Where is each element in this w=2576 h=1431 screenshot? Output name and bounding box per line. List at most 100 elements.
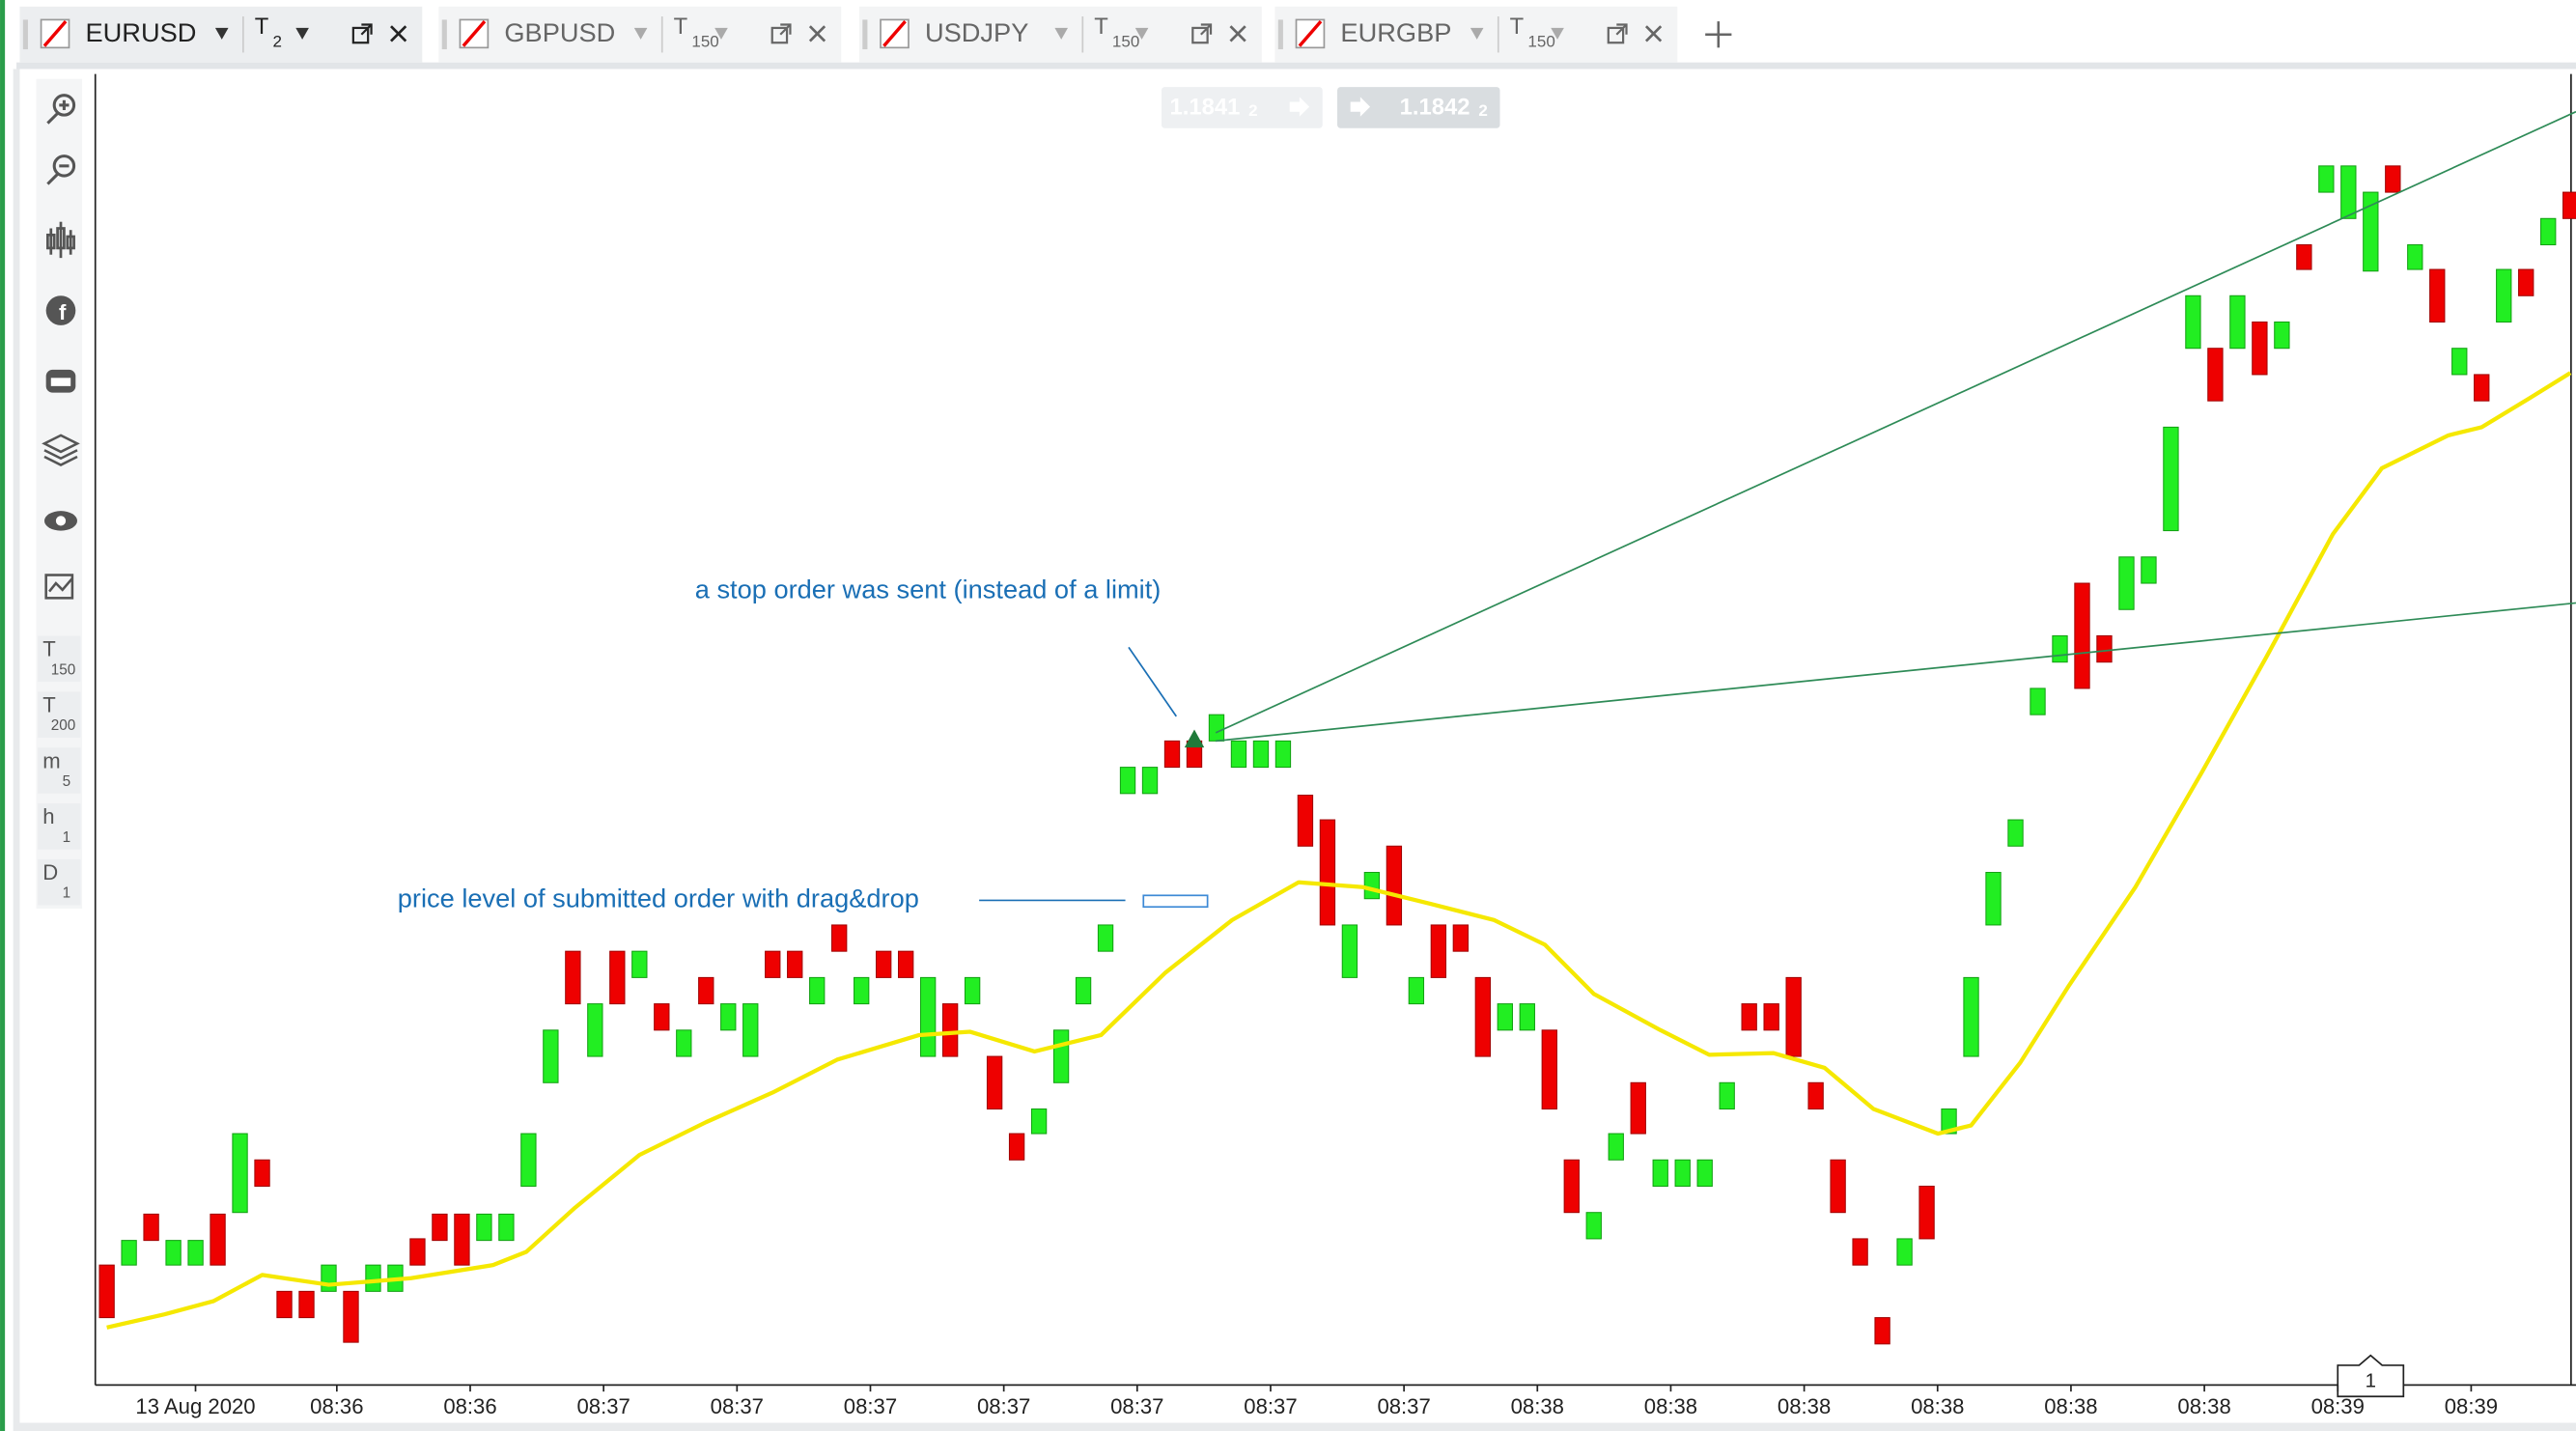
symbol-icon-slash (42, 20, 68, 47)
timeframe-count: 2 (272, 33, 281, 51)
popout-icon (1191, 26, 1209, 44)
trend-line[interactable] (1215, 110, 2576, 734)
timeframe-count: 150 (51, 661, 76, 678)
popout-button[interactable] (1607, 23, 1628, 44)
candle (1119, 767, 1136, 795)
candle (654, 1003, 670, 1031)
candle (2296, 244, 2312, 270)
candle (1075, 976, 1092, 1005)
trend-line[interactable] (1216, 602, 2576, 743)
annotation: a stop order was sent (instead of a limi… (695, 575, 1162, 604)
dropdown-arrow[interactable] (1054, 27, 1068, 40)
candle (2318, 165, 2335, 193)
candle (520, 1133, 537, 1187)
dropdown-arrow[interactable] (214, 27, 229, 40)
tab-grip (22, 19, 28, 50)
candle (765, 950, 781, 978)
popout-button[interactable] (1191, 23, 1213, 44)
candle (321, 1264, 337, 1292)
candle (2030, 687, 2046, 716)
timeframe-count: 150 (1527, 33, 1554, 51)
close-button[interactable] (1229, 25, 1246, 42)
candle (1741, 1003, 1757, 1031)
timeframe-count: 150 (1112, 33, 1139, 51)
candle (498, 1213, 515, 1242)
close-button[interactable] (808, 25, 826, 42)
tab[interactable]: EURUSD T2 (19, 6, 423, 63)
timeframe-button[interactable]: m5 (38, 747, 81, 794)
timeframe-arrow[interactable] (1551, 27, 1564, 40)
close-icon (1644, 25, 1663, 42)
timeframe-button[interactable]: D1 (38, 858, 81, 906)
zoom-in[interactable] (46, 94, 76, 125)
candle (1585, 1212, 1602, 1240)
candle (143, 1213, 159, 1242)
order-level[interactable] (1142, 894, 1209, 909)
dropdown-arrow[interactable] (1470, 27, 1484, 40)
timeframe-button[interactable]: h1 (38, 803, 81, 850)
x-tick-label: 08:38 (2177, 1394, 2230, 1418)
settings[interactable] (44, 574, 74, 600)
candle (1474, 976, 1491, 1057)
candle (232, 1133, 248, 1214)
timeframe-unit: T (674, 14, 688, 40)
price: 1.1842 (1400, 95, 1470, 121)
candle (254, 1159, 270, 1187)
symbol-icon-slash (882, 20, 907, 47)
x-tick-label: 08:37 (1244, 1394, 1297, 1418)
popout-button[interactable] (770, 23, 792, 44)
robot[interactable] (45, 369, 76, 393)
layers[interactable] (42, 434, 80, 466)
candle (1830, 1159, 1846, 1214)
dropdown-arrow[interactable] (633, 27, 648, 40)
candle (2340, 165, 2357, 219)
popout-icon (351, 26, 370, 44)
close-button[interactable] (390, 25, 407, 42)
zoom-out[interactable] (46, 154, 76, 185)
candle (2052, 634, 2068, 663)
candle (1563, 1159, 1580, 1214)
new-tab-button[interactable] (1705, 21, 1732, 48)
timeframe-unit: T (42, 637, 56, 661)
chart-type[interactable] (46, 221, 75, 259)
timeframe-unit: T (42, 692, 56, 716)
candle (2429, 268, 2446, 323)
timeframe-unit: T (1510, 14, 1525, 40)
candle (409, 1238, 426, 1266)
candle (831, 924, 848, 952)
x-tick-label: 08:38 (1644, 1394, 1697, 1418)
candle (1452, 924, 1470, 952)
candle (2540, 217, 2557, 246)
candle (2007, 819, 2024, 847)
sell-button[interactable]: 1.1841 2 (1161, 87, 1323, 128)
candle (1030, 1108, 1048, 1135)
close-button[interactable] (1644, 25, 1663, 42)
x-tick-label: 13 Aug 2020 (135, 1394, 255, 1418)
timeframe-arrow[interactable] (1134, 27, 1149, 40)
badge[interactable]: 1 (2337, 1354, 2405, 1398)
timeframe-count: 150 (691, 33, 718, 51)
candle (1963, 976, 1979, 1057)
timeframe-count: 1 (63, 829, 71, 846)
order-marker (1184, 729, 1205, 748)
price: 1.1841 (1169, 95, 1240, 121)
candle (2118, 556, 2135, 610)
timeframe-arrow[interactable] (295, 27, 309, 40)
candle (343, 1290, 359, 1343)
timeframe-bg (38, 691, 81, 738)
social[interactable]: f (45, 295, 76, 325)
buy-button[interactable]: 1.1842 2 (1337, 87, 1500, 128)
visibility[interactable] (43, 511, 77, 531)
candle (2474, 374, 2490, 402)
timeframe-arrow[interactable] (714, 27, 728, 40)
popout-button[interactable] (351, 23, 373, 44)
candle (809, 976, 826, 1005)
